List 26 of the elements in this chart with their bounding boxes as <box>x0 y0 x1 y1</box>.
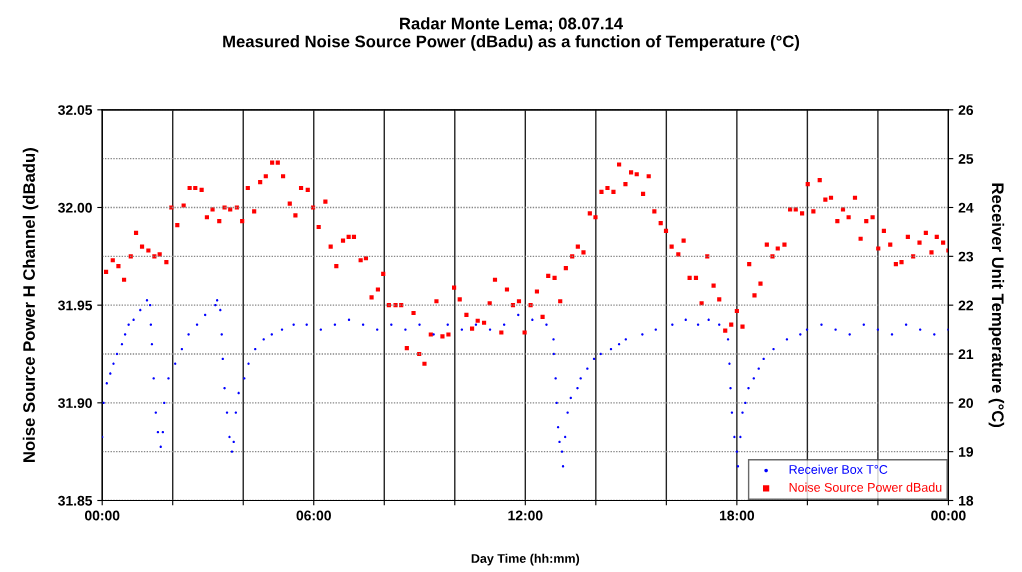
legend-label: Receiver Box T°C <box>789 464 888 474</box>
legend-label: Noise Source Power dBadu <box>789 482 942 492</box>
x-axis-title: Day Time (hh:mm) <box>471 553 580 566</box>
x-tick-label: 12:00 <box>508 510 543 521</box>
x-tick-label: 00:00 <box>84 510 120 521</box>
y-tick-label: 31.85 <box>58 495 93 506</box>
y-tick-label: 32.00 <box>58 202 92 213</box>
y2-axis-title: Receiver Unit Temperature (°C) <box>988 183 1005 427</box>
chart-subtitle: Measured Noise Source Power (dBadu) as a function of Temperature (°C) <box>223 35 800 51</box>
x-tick-label: 00:00 <box>931 510 966 521</box>
y2-tick-label: 21 <box>958 349 974 360</box>
y-tick-label: 31.95 <box>58 300 93 311</box>
x-tick-label: 18:00 <box>719 510 755 521</box>
y2-tick-label: 25 <box>958 153 974 164</box>
y-tick-label: 31.90 <box>58 398 92 409</box>
y2-tick-label: 26 <box>958 105 974 115</box>
y-tick-label: 32.05 <box>58 105 93 116</box>
y2-tick-label: 20 <box>958 398 974 408</box>
y2-tick-label: 18 <box>959 495 974 506</box>
chart-title: Radar Monte Lema; 08.07.14 <box>400 17 623 32</box>
x-tick-label: 06:00 <box>296 510 331 521</box>
y2-tick-label: 23 <box>958 251 974 262</box>
y2-tick-label: 24 <box>958 202 974 213</box>
y-axis-title: Noise Source Power H Channel (dBadu) <box>22 148 39 462</box>
y2-tick-label: 19 <box>959 447 974 457</box>
y2-tick-label: 22 <box>958 300 974 311</box>
